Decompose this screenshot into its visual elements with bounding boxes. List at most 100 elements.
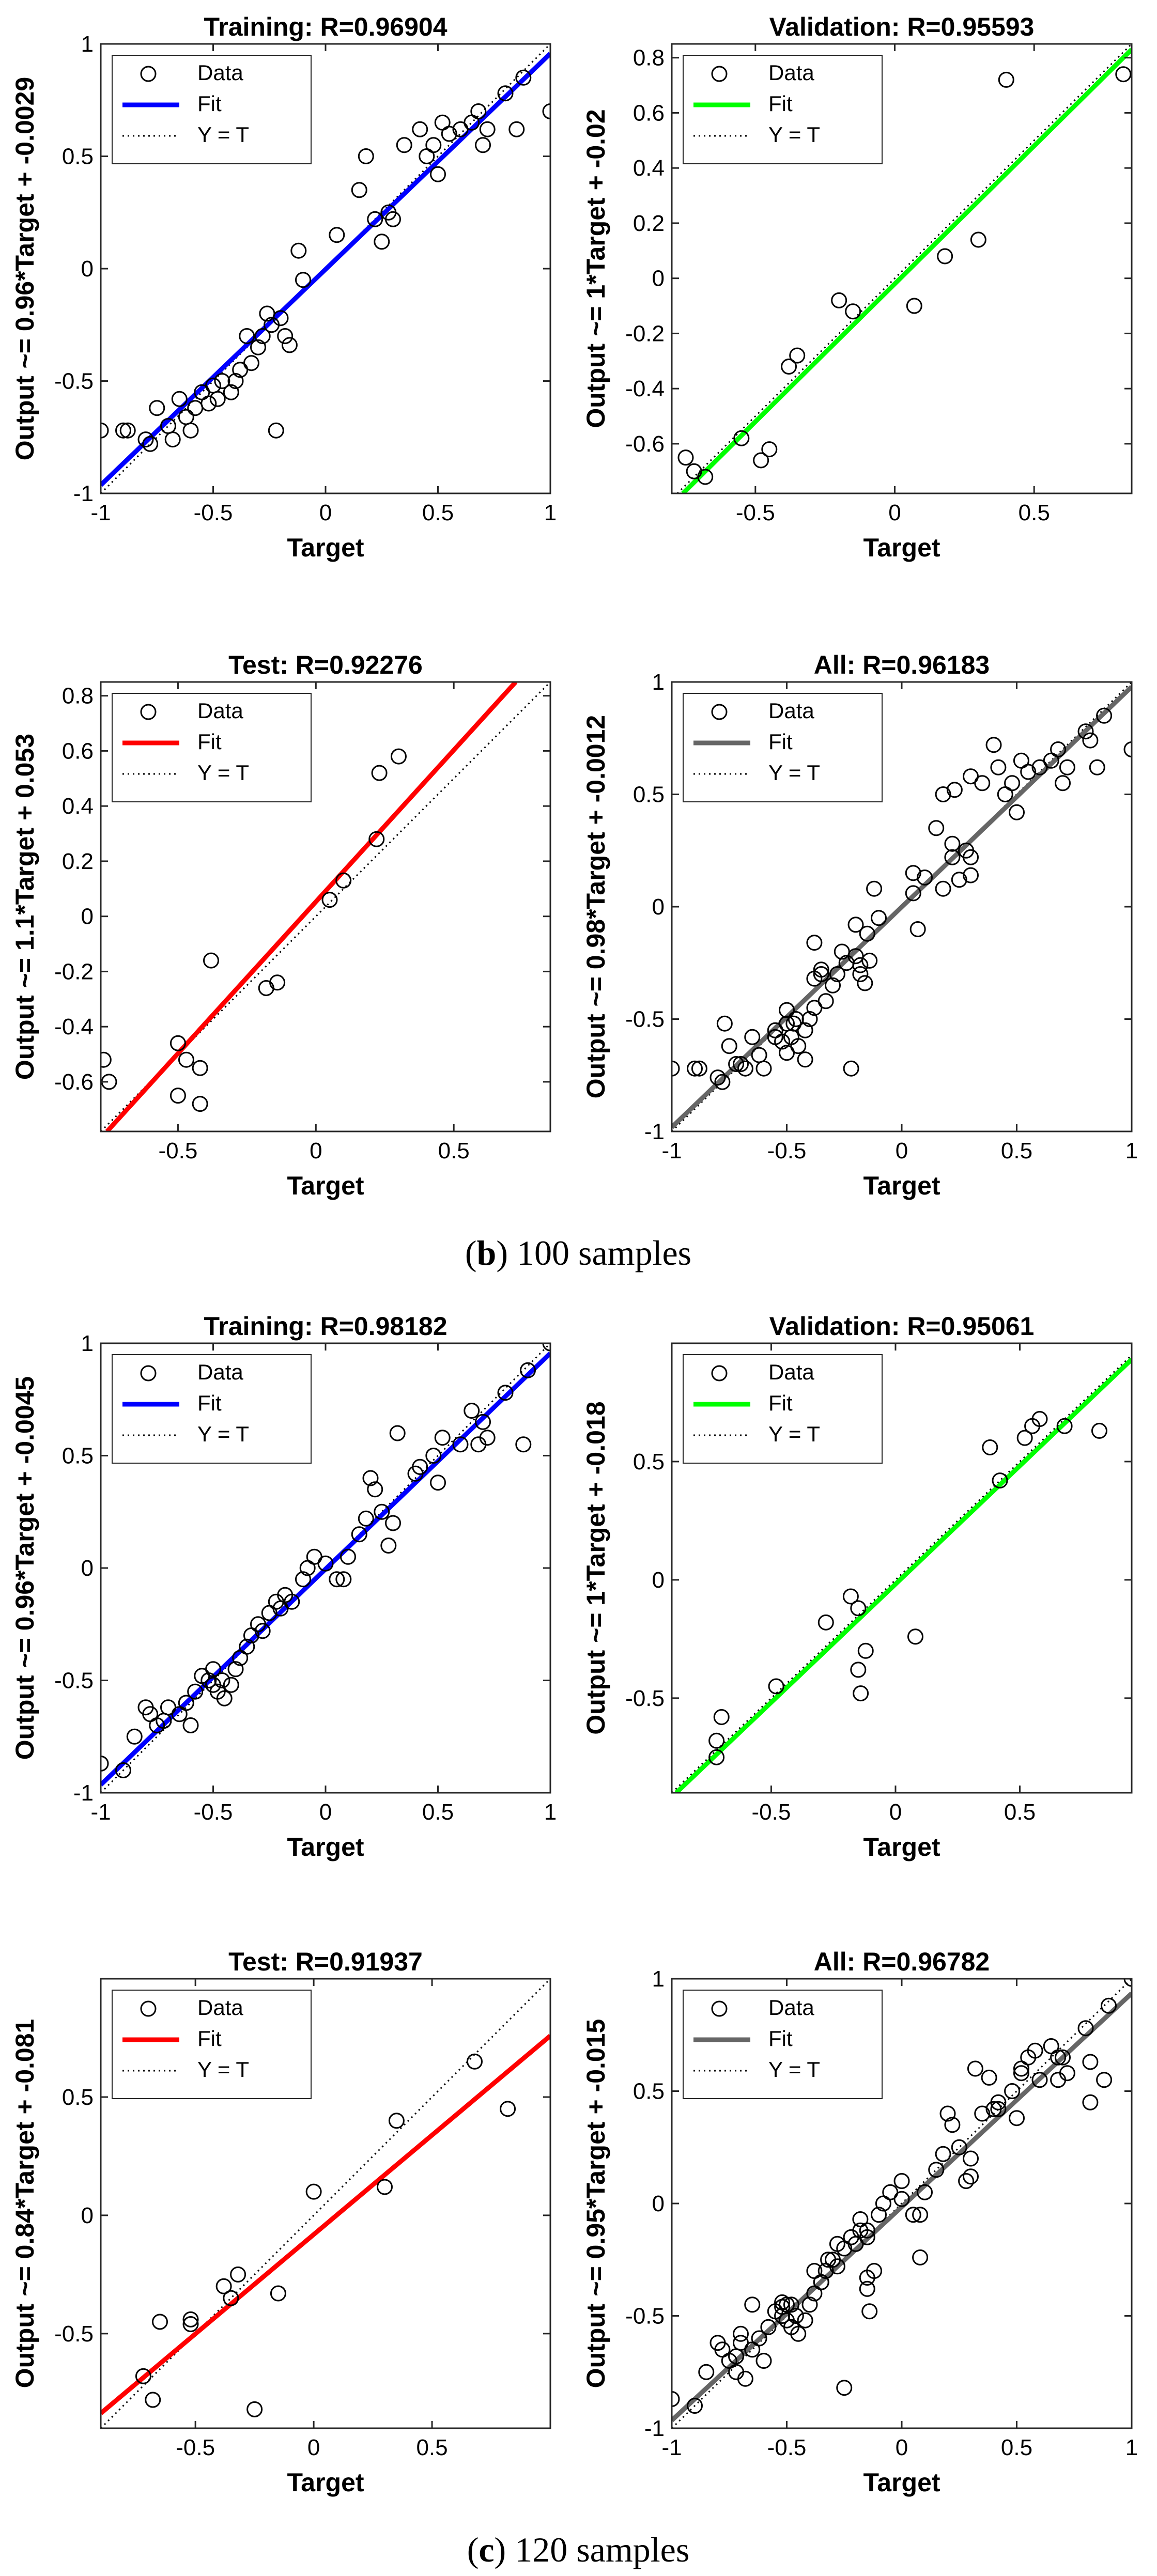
data-point <box>335 1571 352 1588</box>
data-point <box>852 957 869 973</box>
data-point <box>209 391 226 407</box>
y-tick-label: 0.5 <box>633 1449 665 1475</box>
data-point <box>430 166 446 182</box>
data-point <box>284 1593 300 1610</box>
data-point <box>843 1060 859 1077</box>
data-point <box>907 1628 923 1645</box>
data-point <box>1101 1997 1117 2014</box>
data-point <box>1082 732 1099 749</box>
data-point <box>466 2053 483 2070</box>
data-point <box>515 69 532 86</box>
y-tick-label: 1 <box>652 1966 665 1992</box>
legend-data-marker <box>711 704 728 720</box>
legend-fit-label: Fit <box>197 730 222 754</box>
data-point <box>687 2398 703 2414</box>
data-point <box>374 234 390 250</box>
data-point <box>329 227 345 243</box>
data-point <box>1050 2049 1067 2066</box>
x-tick-label: -0.5 <box>736 500 775 525</box>
data-point <box>1027 2042 1043 2059</box>
data-point <box>340 1548 356 1565</box>
y-tick-label: -0.5 <box>54 2321 94 2347</box>
data-point <box>246 2401 263 2417</box>
data-point <box>135 2368 151 2384</box>
chart-panel-3: -1 -0.5 0 0.5 1 -1 -0.5 0 0.5 1 All: R=0.96183 Targ… <box>581 650 1138 1200</box>
legend-fit-label: Fit <box>197 2026 222 2051</box>
data-point <box>250 339 266 355</box>
caption-c-letter: c <box>479 2530 494 2569</box>
data-point <box>1031 1411 1048 1427</box>
plot-frame <box>671 43 1133 494</box>
data-point <box>227 373 244 389</box>
data-point <box>1091 1422 1107 1439</box>
data-point <box>223 384 239 400</box>
data-point <box>893 2173 910 2189</box>
y-tick-label: 0.4 <box>633 156 665 181</box>
data-point <box>1096 707 1113 724</box>
data-point <box>214 373 230 389</box>
data-point <box>944 2117 961 2133</box>
data-point <box>329 1571 345 1588</box>
legend-data-marker <box>140 2000 157 2017</box>
x-tick-label: 0.5 <box>416 2435 448 2460</box>
legend: Data Fit Y = T <box>683 1990 883 2099</box>
x-tick-label: -0.5 <box>767 1138 807 1163</box>
data-point <box>388 2113 405 2129</box>
x-tick-label: 0.5 <box>1004 1799 1036 1825</box>
legend-data-label: Data <box>768 1995 814 2020</box>
data-point <box>761 441 778 458</box>
x-tick-label: 0.5 <box>1001 2435 1032 2460</box>
data-point <box>508 121 525 137</box>
data-point <box>277 328 294 344</box>
data-point <box>755 2353 772 2369</box>
data-point <box>178 1695 194 1711</box>
data-point <box>912 2207 929 2223</box>
y-axis-label: Output ~= 1.1*Target + 0.053 <box>10 734 39 1080</box>
data-point <box>1016 1430 1033 1446</box>
legend-yt-label: Y = T <box>197 1422 249 1446</box>
data-point <box>935 786 951 802</box>
y-tick-label: -1 <box>73 1780 94 1806</box>
x-tick-label: -0.5 <box>194 1799 233 1825</box>
data-point <box>850 1662 867 1678</box>
data-point <box>230 2266 246 2283</box>
data-point <box>200 1672 217 1688</box>
y-tick-label: -0.4 <box>625 376 665 401</box>
x-axis-label: Target <box>863 1171 940 1200</box>
x-axis-label: Target <box>287 1171 364 1200</box>
chart-title: Training: R=0.96904 <box>204 12 447 41</box>
data-point <box>744 2296 761 2313</box>
y-tick-label: 0.2 <box>62 849 94 874</box>
data-point <box>963 867 979 883</box>
x-axis-label: Target <box>863 533 940 562</box>
data-point <box>958 2173 975 2189</box>
data-point <box>963 2168 979 2185</box>
data-point <box>101 1755 109 1772</box>
data-point <box>813 961 829 978</box>
data-point <box>737 1060 753 1077</box>
x-tick-label: 0.5 <box>438 1138 470 1163</box>
data-point <box>817 993 834 1010</box>
data-point <box>847 917 864 933</box>
data-point <box>425 137 442 153</box>
y-tick-label: 0.5 <box>62 144 94 169</box>
legend-data-label: Data <box>197 1995 243 2020</box>
identity-line <box>676 44 1132 493</box>
data-point <box>497 85 514 102</box>
legend-data-marker <box>711 66 728 82</box>
legend-data-marker <box>140 66 157 82</box>
x-tick-label: 0.5 <box>422 1799 454 1825</box>
legend-yt-label: Y = T <box>197 2057 249 2082</box>
data-point <box>768 1678 784 1695</box>
legend-data-label: Data <box>197 60 243 85</box>
data-point <box>788 2308 804 2324</box>
data-point <box>951 872 967 888</box>
data-point <box>1077 2020 1094 2037</box>
y-tick-label: -1 <box>644 1119 665 1144</box>
y-tick-label: -0.5 <box>625 2304 665 2329</box>
data-point <box>281 337 298 353</box>
data-point <box>713 1709 730 1725</box>
data-point <box>859 2280 875 2297</box>
data-point <box>368 831 385 847</box>
y-tick-label: 0 <box>81 1556 94 1581</box>
